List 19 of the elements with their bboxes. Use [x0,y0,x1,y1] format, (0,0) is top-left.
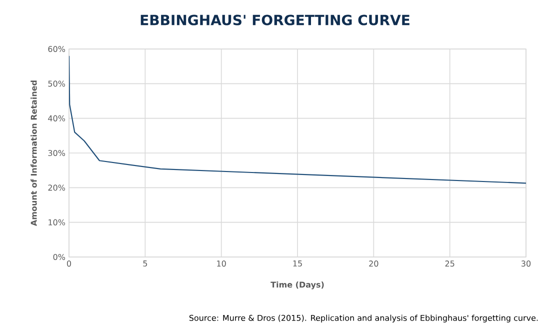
y-axis-title: Amount of Information Retained [30,80,37,226]
y-tick-label: 10% [48,219,66,226]
line-series [69,55,526,184]
y-tick-label: 60% [48,46,66,52]
source-note: Source: Murre & Dros (2015). Replication and analysis of Ebbinghaus' forgetting curve. [189,314,538,322]
y-tick-label: 30% [48,150,66,156]
x-axis-title: Time (Days) [270,281,324,290]
x-tick-label: 20 [369,260,378,267]
x-tick-label: 0 [66,260,72,267]
y-tick-label: 0% [53,254,66,260]
x-tick-label: 15 [293,260,302,266]
y-tick-label: 20% [48,184,66,191]
x-tick-label: 10 [217,260,226,267]
chart-title: EBBINGHAUS' FORGETTING CURVE [140,14,410,26]
y-tick-label: 40% [48,115,66,122]
x-tick-label: 5 [143,260,148,266]
x-tick-label: 25 [445,260,454,267]
y-tick-label: 50% [48,80,66,87]
x-tick-label: 30 [522,260,531,267]
